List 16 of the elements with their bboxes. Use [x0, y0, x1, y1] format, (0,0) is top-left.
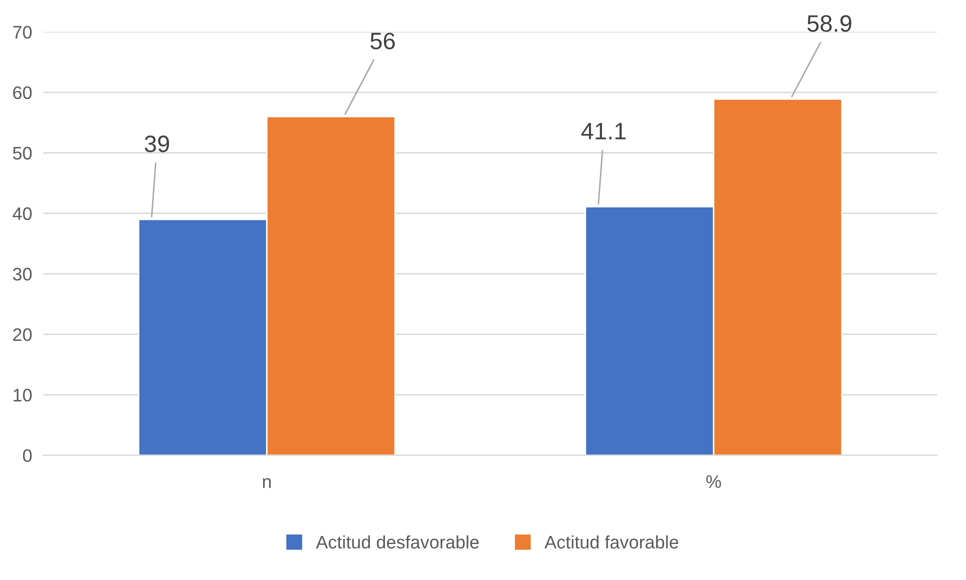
data-label: 41.1	[581, 123, 626, 140]
y-tick-label: 10	[14, 388, 32, 402]
y-tick-label: 20	[13, 328, 32, 342]
legend-label: Actitud desfavorable	[316, 535, 479, 549]
y-tick-label: 40	[12, 207, 32, 220]
legend-label: Actitud favorable	[544, 535, 678, 549]
y-tick-label: 70	[13, 26, 32, 39]
y-tick-label: 30	[12, 268, 32, 281]
data-label: 58.9	[807, 15, 852, 32]
data-label: 56	[370, 32, 395, 50]
x-tick-label: %	[706, 475, 722, 488]
y-tick-label: 0	[23, 449, 32, 462]
x-tick-label: n	[263, 478, 271, 488]
data-label: 39	[144, 136, 170, 152]
y-tick-label: 60	[13, 86, 32, 100]
y-tick-label: 50	[13, 146, 32, 160]
